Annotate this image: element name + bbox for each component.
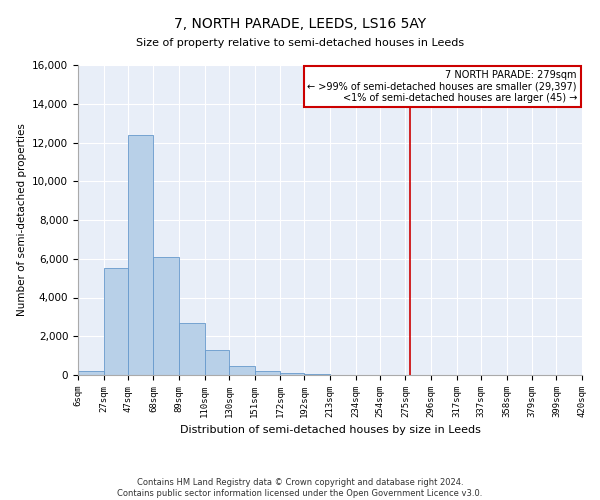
Text: Size of property relative to semi-detached houses in Leeds: Size of property relative to semi-detach…	[136, 38, 464, 48]
Bar	[304, 374, 330, 375]
Bar	[254, 371, 280, 375]
Text: Contains HM Land Registry data © Crown copyright and database right 2024.
Contai: Contains HM Land Registry data © Crown c…	[118, 478, 482, 498]
Bar	[154, 257, 179, 375]
Bar	[229, 366, 254, 375]
Bar	[78, 371, 104, 375]
Bar	[280, 373, 304, 375]
Bar	[205, 350, 229, 375]
X-axis label: Distribution of semi-detached houses by size in Leeds: Distribution of semi-detached houses by …	[179, 426, 481, 436]
Bar	[104, 268, 128, 375]
Text: 7, NORTH PARADE, LEEDS, LS16 5AY: 7, NORTH PARADE, LEEDS, LS16 5AY	[174, 18, 426, 32]
Text: 7 NORTH PARADE: 279sqm
← >99% of semi-detached houses are smaller (29,397)
<1% o: 7 NORTH PARADE: 279sqm ← >99% of semi-de…	[307, 70, 577, 103]
Bar	[128, 134, 154, 375]
Bar	[179, 322, 205, 375]
Y-axis label: Number of semi-detached properties: Number of semi-detached properties	[17, 124, 26, 316]
